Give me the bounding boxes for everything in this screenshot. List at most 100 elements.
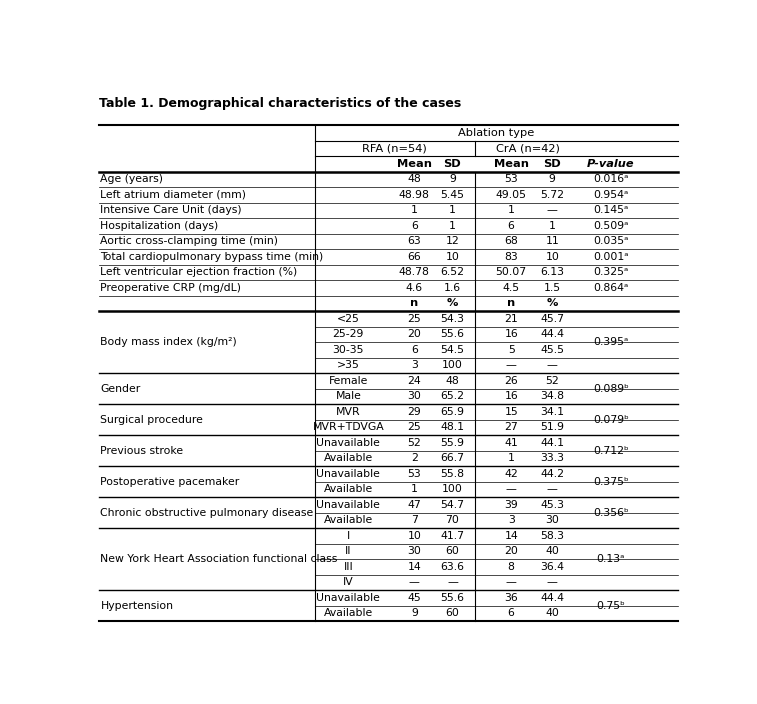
Text: 4.5: 4.5 bbox=[503, 283, 520, 293]
Text: >35: >35 bbox=[337, 360, 360, 370]
Text: 54.3: 54.3 bbox=[441, 314, 465, 324]
Text: n: n bbox=[410, 298, 419, 308]
Text: 54.5: 54.5 bbox=[441, 345, 465, 355]
Text: 68: 68 bbox=[504, 237, 518, 246]
Text: MVR: MVR bbox=[336, 407, 360, 417]
Text: 0.089ᵇ: 0.089ᵇ bbox=[593, 384, 629, 394]
Text: P-value: P-value bbox=[587, 159, 634, 169]
Text: 48.1: 48.1 bbox=[441, 422, 465, 432]
Text: 9: 9 bbox=[549, 175, 556, 184]
Text: Gender: Gender bbox=[101, 384, 141, 394]
Text: 48: 48 bbox=[446, 376, 459, 386]
Text: 0.509ᵃ: 0.509ᵃ bbox=[593, 221, 628, 231]
Text: —: — bbox=[506, 484, 516, 494]
Text: Hospitalization (days): Hospitalization (days) bbox=[101, 221, 219, 231]
Text: 83: 83 bbox=[504, 252, 518, 262]
Text: 0.145ᵃ: 0.145ᵃ bbox=[593, 206, 628, 215]
Text: 6: 6 bbox=[508, 608, 515, 618]
Text: Surgical procedure: Surgical procedure bbox=[101, 415, 204, 425]
Text: 49.05: 49.05 bbox=[496, 190, 527, 200]
Text: Aortic cross-clamping time (min): Aortic cross-clamping time (min) bbox=[101, 237, 279, 246]
Text: Available: Available bbox=[324, 484, 373, 494]
Text: 8: 8 bbox=[508, 562, 515, 572]
Text: RFA (n=54): RFA (n=54) bbox=[363, 144, 427, 153]
Text: 1.5: 1.5 bbox=[544, 283, 561, 293]
Text: 5.45: 5.45 bbox=[441, 190, 465, 200]
Text: Intensive Care Unit (days): Intensive Care Unit (days) bbox=[101, 206, 242, 215]
Text: 41.7: 41.7 bbox=[441, 531, 465, 541]
Text: 6: 6 bbox=[411, 221, 418, 231]
Text: Unavailable: Unavailable bbox=[316, 500, 380, 510]
Text: 1: 1 bbox=[449, 221, 456, 231]
Text: Unavailable: Unavailable bbox=[316, 469, 380, 479]
Text: 7: 7 bbox=[411, 515, 418, 525]
Text: 47: 47 bbox=[407, 500, 421, 510]
Text: 0.13ᵃ: 0.13ᵃ bbox=[597, 554, 625, 564]
Text: %: % bbox=[447, 298, 458, 308]
Text: 6.52: 6.52 bbox=[441, 268, 465, 277]
Text: 14: 14 bbox=[407, 562, 421, 572]
Text: 10: 10 bbox=[446, 252, 459, 262]
Text: 45.3: 45.3 bbox=[540, 500, 564, 510]
Text: Postoperative pacemaker: Postoperative pacemaker bbox=[101, 477, 240, 486]
Text: 16: 16 bbox=[504, 391, 518, 401]
Text: 36: 36 bbox=[504, 593, 518, 603]
Text: Mean: Mean bbox=[397, 159, 431, 169]
Text: 0.001ᵃ: 0.001ᵃ bbox=[593, 252, 628, 262]
Text: 70: 70 bbox=[446, 515, 459, 525]
Text: 4.6: 4.6 bbox=[406, 283, 423, 293]
Text: 15: 15 bbox=[504, 407, 518, 417]
Text: 48: 48 bbox=[407, 175, 421, 184]
Text: 100: 100 bbox=[442, 360, 463, 370]
Text: 66: 66 bbox=[407, 252, 421, 262]
Text: SD: SD bbox=[544, 159, 561, 169]
Text: 63: 63 bbox=[407, 237, 421, 246]
Text: 66.7: 66.7 bbox=[441, 453, 465, 463]
Text: 3: 3 bbox=[411, 360, 418, 370]
Text: Hypertension: Hypertension bbox=[101, 601, 173, 610]
Text: 30-35: 30-35 bbox=[332, 345, 364, 355]
Text: 20: 20 bbox=[504, 546, 518, 556]
Text: 52: 52 bbox=[407, 438, 421, 448]
Text: Mean: Mean bbox=[494, 159, 528, 169]
Text: 0.016ᵃ: 0.016ᵃ bbox=[593, 175, 628, 184]
Text: Female: Female bbox=[329, 376, 368, 386]
Text: 100: 100 bbox=[442, 484, 463, 494]
Text: 14: 14 bbox=[504, 531, 518, 541]
Text: —: — bbox=[547, 577, 558, 587]
Text: 65.9: 65.9 bbox=[441, 407, 465, 417]
Text: 53: 53 bbox=[504, 175, 518, 184]
Text: IV: IV bbox=[343, 577, 354, 587]
Text: 44.2: 44.2 bbox=[540, 469, 564, 479]
Text: —: — bbox=[547, 360, 558, 370]
Text: 55.6: 55.6 bbox=[441, 593, 465, 603]
Text: 10: 10 bbox=[545, 252, 559, 262]
Text: Chronic obstructive pulmonary disease: Chronic obstructive pulmonary disease bbox=[101, 508, 313, 517]
Text: 9: 9 bbox=[411, 608, 418, 618]
Text: New York Heart Association functional class: New York Heart Association functional cl… bbox=[101, 554, 338, 564]
Text: MVR+TDVGA: MVR+TDVGA bbox=[313, 422, 385, 432]
Text: 25: 25 bbox=[407, 422, 421, 432]
Text: 10: 10 bbox=[407, 531, 422, 541]
Text: 48.78: 48.78 bbox=[399, 268, 430, 277]
Text: Ablation type: Ablation type bbox=[459, 128, 534, 138]
Text: 1: 1 bbox=[411, 484, 418, 494]
Text: Available: Available bbox=[324, 515, 373, 525]
Text: 60: 60 bbox=[446, 546, 459, 556]
Text: 12: 12 bbox=[446, 237, 459, 246]
Text: 6: 6 bbox=[411, 345, 418, 355]
Text: —: — bbox=[506, 360, 516, 370]
Text: 6: 6 bbox=[508, 221, 515, 231]
Text: Available: Available bbox=[324, 453, 373, 463]
Text: 41: 41 bbox=[504, 438, 518, 448]
Text: 11: 11 bbox=[545, 237, 559, 246]
Text: I: I bbox=[347, 531, 350, 541]
Text: Left atrium diameter (mm): Left atrium diameter (mm) bbox=[101, 190, 247, 200]
Text: 30: 30 bbox=[407, 546, 422, 556]
Text: 44.1: 44.1 bbox=[540, 438, 564, 448]
Text: Unavailable: Unavailable bbox=[316, 593, 380, 603]
Text: 30: 30 bbox=[407, 391, 422, 401]
Text: —: — bbox=[547, 206, 558, 215]
Text: —: — bbox=[506, 577, 516, 587]
Text: Unavailable: Unavailable bbox=[316, 438, 380, 448]
